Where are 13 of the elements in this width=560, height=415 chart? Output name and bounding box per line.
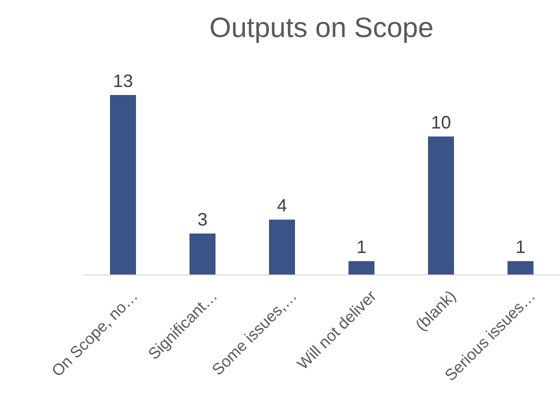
data-label: 10: [430, 112, 452, 133]
data-label: 13: [112, 71, 134, 91]
bar: [428, 136, 454, 275]
data-label: 1: [356, 237, 367, 258]
bar: [269, 220, 295, 275]
bar: [348, 261, 374, 275]
chart-title: Outputs on Scope: [208, 12, 435, 44]
bar: [190, 233, 216, 275]
data-label: 1: [515, 237, 526, 258]
data-label: 3: [197, 209, 208, 230]
data-label: 4: [276, 196, 288, 216]
bar: [508, 261, 534, 275]
bar: [110, 95, 136, 275]
